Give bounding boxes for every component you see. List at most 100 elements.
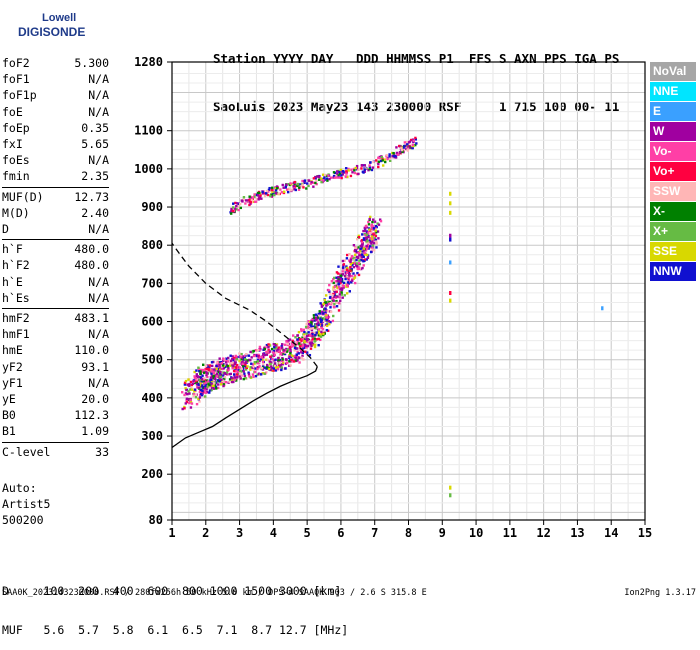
echo-point: [198, 390, 202, 394]
echo-point: [218, 357, 221, 360]
echo-point: [345, 170, 348, 173]
param-name: foE: [2, 104, 23, 119]
echo-point: [338, 280, 341, 283]
echo-point: [408, 140, 412, 143]
echo-point: [297, 188, 301, 191]
echo-point: [279, 188, 282, 191]
echo-point: [348, 253, 351, 256]
echo-point: [306, 325, 310, 328]
echo-point: [274, 344, 277, 347]
echo-point: [231, 361, 234, 365]
param-value: 112.3: [74, 408, 109, 423]
echo-point: [365, 247, 369, 250]
echo-point: [285, 340, 288, 343]
echo-point: [406, 148, 409, 151]
echo-point: [336, 284, 340, 287]
echo-point: [314, 339, 317, 343]
echo-point: [297, 352, 300, 355]
echo-point: [354, 253, 357, 257]
param-value: 5.65: [81, 137, 109, 151]
echo-point: [250, 198, 253, 202]
echo-point: [308, 327, 311, 331]
echo-point: [258, 196, 261, 199]
echo-point: [239, 377, 242, 380]
echo-point: [364, 239, 367, 242]
echo-point: [310, 180, 313, 184]
echo-point: [225, 371, 229, 374]
echo-point: [346, 275, 349, 278]
echo-point: [242, 365, 245, 368]
echo-point: [359, 267, 363, 271]
echo-point: [359, 249, 362, 253]
echo-point: [379, 219, 383, 223]
echo-point: [314, 177, 317, 180]
echo-point: [234, 354, 238, 358]
echo-point: [336, 176, 339, 179]
echo-point: [307, 322, 311, 326]
echo-point: [213, 368, 216, 371]
echo-point: [242, 367, 245, 370]
y-tick-label: 200: [141, 467, 163, 481]
echo-point: [449, 493, 452, 498]
legend-item-vo-minus: Vo-: [650, 142, 696, 161]
echo-point: [289, 364, 292, 367]
echo-point: [334, 296, 338, 299]
echo-point: [309, 327, 313, 330]
echo-point: [286, 348, 290, 351]
echo-point: [369, 250, 373, 254]
echo-point: [355, 262, 359, 265]
echo-point: [285, 358, 288, 362]
echo-point: [286, 190, 290, 194]
param-row: MUF(D) 12.73: [2, 190, 109, 206]
echo-point: [317, 178, 321, 181]
echo-point: [272, 343, 276, 346]
echo-point: [341, 284, 345, 287]
param-name: fxI: [2, 137, 23, 151]
echo-point: [221, 364, 225, 367]
echo-point: [247, 373, 251, 376]
y-tick-label: 300: [141, 429, 163, 443]
echo-point: [403, 145, 406, 148]
x-tick-label: 6: [337, 526, 344, 540]
echo-point: [192, 394, 195, 398]
echo-point: [355, 255, 359, 259]
echo-point: [369, 246, 372, 250]
echo-point: [375, 246, 378, 249]
echo-point: [337, 265, 340, 268]
echo-point: [261, 368, 265, 371]
echo-point: [351, 255, 354, 258]
echo-point: [307, 331, 310, 334]
echo-point: [194, 375, 198, 378]
echo-point: [271, 358, 274, 361]
echo-point: [291, 334, 295, 337]
echo-point: [254, 370, 257, 374]
echo-point: [306, 182, 309, 185]
echo-point: [320, 303, 324, 307]
echo-point: [315, 338, 319, 341]
echo-point: [270, 195, 274, 198]
echo-point: [284, 362, 288, 365]
echo-point: [271, 190, 274, 193]
param-name: hmF2: [2, 311, 30, 325]
echo-point: [314, 181, 317, 185]
echo-point: [251, 366, 254, 369]
echo-point: [265, 363, 269, 367]
echo-point: [323, 176, 326, 179]
echo-point: [267, 345, 270, 349]
echo-point: [205, 390, 209, 394]
echo-point: [210, 361, 214, 364]
echo-point: [288, 364, 291, 367]
echo-point: [310, 339, 313, 342]
echo-point: [368, 239, 372, 242]
echo-point: [252, 349, 256, 353]
param-row: M(D) 2.40: [2, 206, 109, 222]
echo-point: [370, 223, 374, 227]
echo-point: [295, 353, 298, 356]
echo-point: [314, 326, 317, 329]
echo-point: [360, 241, 364, 244]
echo-point: [449, 291, 452, 295]
echo-point: [280, 359, 284, 363]
y-tick-label: 1000: [134, 162, 163, 176]
legend-item-nnw: NNW: [650, 262, 696, 281]
echo-point: [312, 181, 315, 184]
